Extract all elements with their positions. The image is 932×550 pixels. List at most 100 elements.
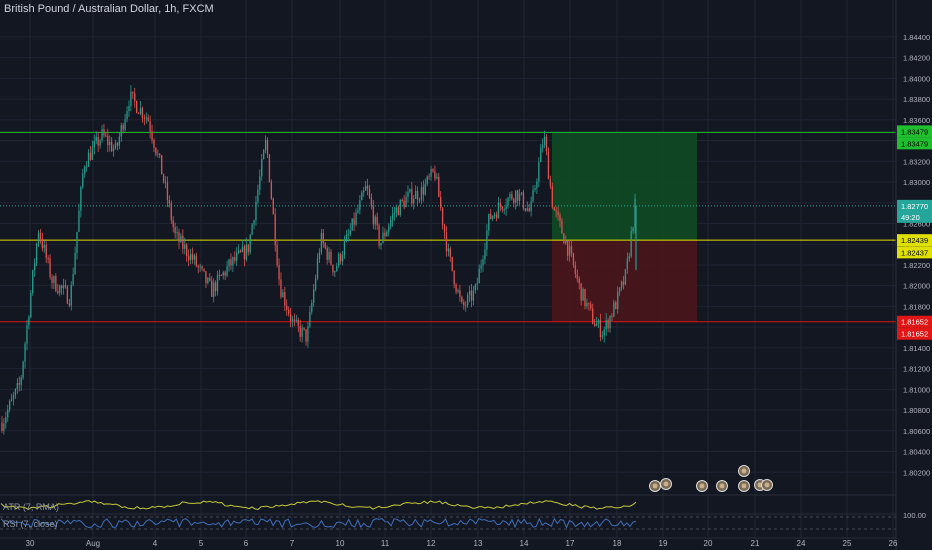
candle-body (511, 194, 513, 200)
candle-body (622, 281, 625, 285)
candle-body (116, 143, 119, 146)
candle (68, 298, 70, 308)
current-price-label[interactable]: 1.82770 (897, 199, 932, 212)
candle-body (270, 181, 273, 199)
candle (53, 275, 55, 289)
time-axis[interactable]: 30 Aug 4 5 6 7 10 11 12 13 14 17 18 19 20 21 24 25 26 (26, 539, 898, 548)
candle-body (35, 243, 38, 264)
candle (270, 179, 273, 200)
candle-body (14, 389, 17, 396)
candle-body (620, 281, 623, 288)
x-tick-label: 4 (153, 539, 158, 548)
pivot-label-text: 1.82439 (901, 236, 928, 245)
candle (135, 100, 138, 114)
candle-body (515, 190, 517, 203)
candle-body (465, 305, 467, 307)
candle (443, 223, 446, 239)
event-icon-core (699, 483, 705, 489)
support-label-2[interactable]: 1.81652 (897, 327, 932, 340)
candle (466, 292, 469, 308)
event-icon[interactable] (660, 478, 672, 490)
candle (72, 267, 74, 287)
candle (291, 315, 294, 328)
y-tick-label: 1.81400 (903, 344, 930, 353)
event-icon[interactable] (738, 465, 750, 477)
candle (209, 273, 211, 282)
candle (93, 134, 95, 155)
candle-body (180, 235, 182, 243)
candle-body (28, 317, 30, 326)
candle (99, 138, 101, 149)
rsi-indicator-label[interactable]: RSI (7, close) (3, 519, 61, 529)
candle-body (617, 291, 619, 310)
candle-body (226, 266, 228, 276)
event-icon[interactable] (716, 480, 728, 492)
candle (405, 191, 407, 208)
candle-body (478, 268, 480, 284)
resistance-label[interactable]: 1.83479 (897, 125, 932, 138)
candle (239, 249, 242, 253)
entry-label[interactable]: 1.82437 (897, 246, 932, 259)
candle-body (526, 208, 528, 211)
x-tick-label: 26 (889, 539, 898, 548)
price-axis[interactable]: 1.844001.842001.840001.838001.836001.834… (895, 0, 932, 550)
candle (251, 222, 253, 236)
candle-body (418, 199, 421, 201)
candle (180, 233, 182, 243)
candle-body (62, 285, 65, 289)
target-zone[interactable] (552, 132, 697, 241)
pivot-label[interactable]: 1.82439 (897, 234, 932, 247)
candle (12, 391, 15, 406)
candle-body (7, 409, 9, 418)
candle (57, 283, 59, 295)
atr-indicator-label[interactable]: ATR (7, RMA) (3, 502, 62, 512)
candle (372, 200, 375, 230)
candle-body (565, 240, 567, 244)
candle (345, 229, 348, 243)
event-icon[interactable] (649, 480, 661, 492)
y-tick-label: 1.80600 (903, 427, 930, 436)
candle-body (466, 295, 469, 306)
candle-body (266, 140, 269, 155)
candle-body (239, 250, 242, 253)
candle (397, 205, 400, 216)
candle (141, 106, 144, 123)
candle-body (191, 253, 194, 260)
candle-body (134, 93, 136, 102)
x-tick-label: 12 (427, 539, 436, 548)
countdown-label[interactable]: 49:20 (897, 210, 932, 223)
candle-body (155, 147, 157, 155)
candle-body (355, 212, 357, 225)
candle-body (592, 308, 594, 324)
event-icon[interactable] (761, 479, 773, 491)
candle-body (286, 305, 288, 310)
candle-body (430, 169, 432, 177)
candle (513, 197, 515, 208)
resistance-label-2[interactable]: 1.83479 (897, 137, 932, 150)
candle-body (447, 248, 450, 252)
candle-body (139, 107, 142, 114)
candle (528, 203, 530, 213)
candle (197, 264, 199, 274)
candle-body (522, 192, 525, 209)
candle (178, 228, 180, 250)
atr-line (0, 500, 637, 511)
candle (490, 208, 492, 220)
candle-body (451, 256, 453, 271)
stop-zone[interactable] (552, 240, 697, 322)
candle-body (264, 140, 267, 151)
candle-body (12, 395, 15, 399)
candle (176, 226, 178, 241)
event-icon[interactable] (696, 480, 708, 492)
candle-body (480, 265, 482, 269)
support-label[interactable]: 1.81652 (897, 315, 932, 328)
candle (262, 149, 265, 160)
event-icon[interactable] (738, 480, 750, 492)
candle-body (201, 266, 203, 269)
candle-body (336, 265, 338, 272)
candle (572, 252, 575, 268)
candle-body (632, 227, 634, 232)
candle-body (222, 272, 224, 276)
candle (507, 196, 509, 209)
